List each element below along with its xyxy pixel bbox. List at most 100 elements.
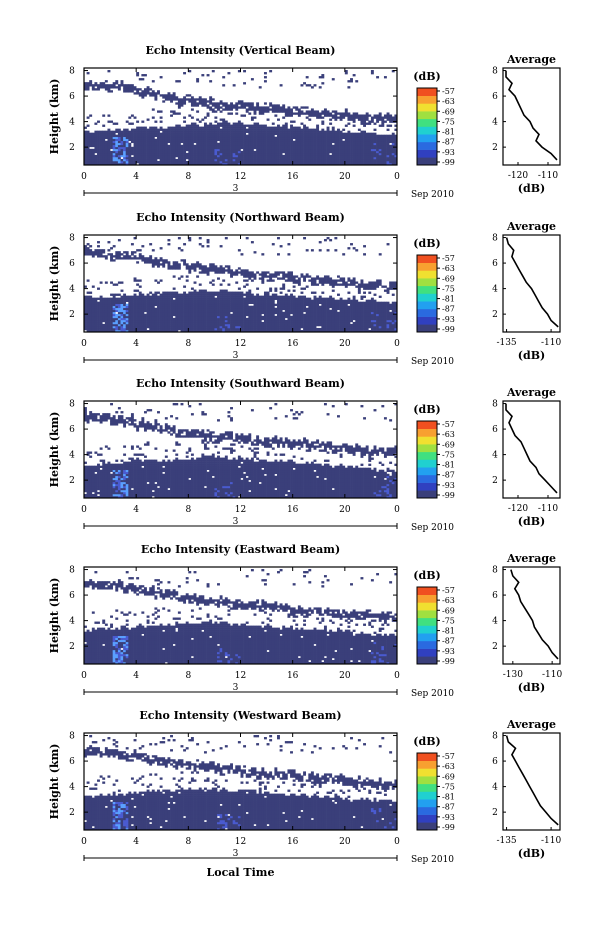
heatmap-cell <box>250 134 254 138</box>
heatmap-cell <box>300 307 304 311</box>
heatmap-cell <box>117 88 121 91</box>
heatmap-cell <box>381 146 385 150</box>
heatmap-cell <box>292 285 296 288</box>
heatmap-cell <box>91 158 95 162</box>
heatmap-cell <box>329 130 333 133</box>
heatmap-cell <box>99 307 103 311</box>
heatmap-cell <box>258 319 262 323</box>
heatmap-cell <box>232 160 236 164</box>
heatmap-cell <box>250 144 254 148</box>
heatmap-cell <box>386 146 390 150</box>
heatmap-cell <box>164 128 168 131</box>
heatmap-cell <box>214 299 218 302</box>
heatmap-cell <box>84 327 87 331</box>
heatmap-cell <box>190 148 194 152</box>
heatmap-cell <box>339 160 343 164</box>
heatmap-cell <box>224 325 228 329</box>
heatmap-cell <box>279 305 283 309</box>
heatmap-cell <box>167 327 171 331</box>
heatmap-cell <box>91 134 95 138</box>
heatmap-cell <box>339 114 343 117</box>
heatmap-cell <box>170 126 173 129</box>
heatmap-cell <box>256 146 260 150</box>
heatmap-cell <box>102 86 106 89</box>
heatmap-cell <box>391 150 395 154</box>
heatmap-cell <box>203 144 207 148</box>
heatmap-cell <box>175 321 179 325</box>
heatmap-cell <box>157 323 160 327</box>
heatmap-cell <box>193 305 197 309</box>
heatmap-cell <box>224 104 228 107</box>
heatmap-cell <box>219 283 223 286</box>
heatmap-cell <box>117 323 121 327</box>
heatmap-cell <box>329 112 333 115</box>
heatmap-cell <box>248 313 252 317</box>
heatmap-cell <box>321 142 325 146</box>
heatmap-cell <box>389 156 393 160</box>
heatmap-cell <box>253 275 257 278</box>
heatmap-cell <box>287 307 291 311</box>
heatmap-cell <box>172 146 176 150</box>
heatmap-cell <box>287 150 291 154</box>
heatmap-cell <box>253 142 257 146</box>
heatmap-cell <box>99 329 103 333</box>
heatmap-cell <box>138 315 142 319</box>
x-tick-label: 0 <box>81 172 87 182</box>
heatmap-cell <box>284 329 288 333</box>
heatmap-cell <box>138 162 142 166</box>
heatmap-cell <box>102 251 106 254</box>
heatmap-cell <box>149 136 153 140</box>
heatmap-cell <box>104 146 108 150</box>
heatmap-cell <box>303 140 307 144</box>
heatmap-cell <box>177 100 181 103</box>
heatmap-cell <box>99 150 103 154</box>
heatmap-cell <box>123 86 127 89</box>
heatmap-cell <box>219 313 223 317</box>
heatmap-cell <box>196 313 200 317</box>
heatmap-cell <box>222 148 226 152</box>
heatmap-cell <box>243 273 247 276</box>
heatmap-cell <box>321 116 325 119</box>
heatmap-cell <box>104 281 108 284</box>
heatmap-cell <box>363 134 366 138</box>
heatmap-cell <box>167 94 171 97</box>
heatmap-cell <box>321 76 325 79</box>
heatmap-cell <box>290 323 293 327</box>
heatmap-cell <box>300 301 304 305</box>
heatmap-cell <box>271 305 275 309</box>
heatmap-cell <box>107 311 111 315</box>
heatmap-cell <box>146 128 150 131</box>
heatmap-cell <box>287 134 291 138</box>
heatmap-cell <box>287 327 291 331</box>
heatmap-cell <box>295 297 299 300</box>
heatmap-cell <box>305 301 309 305</box>
heatmap-cell <box>175 261 179 264</box>
heatmap-cell <box>258 124 262 127</box>
heatmap-cell <box>240 138 244 142</box>
heatmap-cell <box>344 134 348 138</box>
heatmap-cell <box>190 100 194 103</box>
heatmap-cell <box>230 154 233 158</box>
heatmap-cell <box>104 329 108 333</box>
heatmap-cell <box>303 325 307 329</box>
heatmap-cell <box>373 136 377 140</box>
heatmap-cell <box>227 283 231 286</box>
heatmap-cell <box>279 311 283 315</box>
heatmap-cell <box>99 319 103 323</box>
heatmap-cell <box>370 138 374 142</box>
heatmap-cell <box>141 297 145 300</box>
heatmap-cell <box>279 323 283 327</box>
heatmap-cell <box>97 154 100 158</box>
heatmap-cell <box>329 142 333 146</box>
heatmap-cell <box>256 122 260 125</box>
heatmap-cell <box>266 152 270 156</box>
heatmap-cell <box>128 90 132 93</box>
heatmap-cell <box>297 160 301 164</box>
heatmap-cell <box>248 132 252 135</box>
heatmap-cell <box>107 136 111 140</box>
heatmap-cell <box>318 76 322 79</box>
heatmap-cell <box>185 126 189 129</box>
heatmap-cell <box>117 313 121 317</box>
heatmap-cell <box>185 279 189 282</box>
heatmap-cell <box>185 140 189 144</box>
